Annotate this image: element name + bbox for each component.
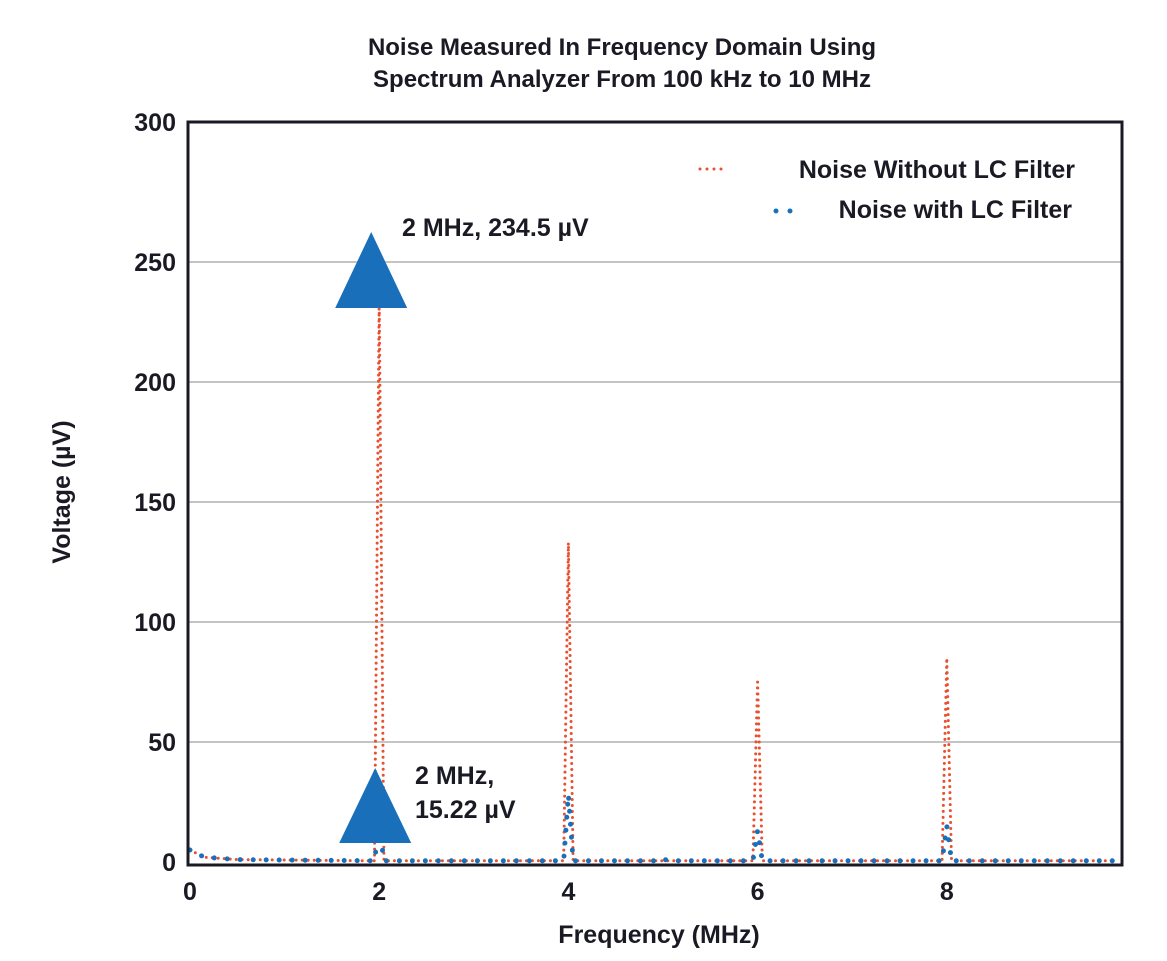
chart-title-line-1: Noise Measured In Frequency Domain Using (368, 34, 876, 61)
plot-frame (186, 120, 1124, 867)
x-tick-label: 2 (372, 878, 386, 906)
y-tick-label: 100 (134, 609, 176, 637)
y-tick-label: 150 (134, 489, 176, 517)
annotation-peak-without-filter: 2 MHz, 234.5 µV (402, 214, 589, 242)
triangle-marker-without-filter (335, 232, 408, 308)
y-tick-label: 300 (134, 109, 176, 137)
annotation-peak-with-filter-line-2: 15.22 µV (415, 796, 516, 824)
x-tick-label: 8 (940, 878, 954, 906)
y-axis-label: Voltage (µV) (48, 420, 76, 563)
y-tick-label: 50 (148, 729, 176, 757)
triangle-marker-with-filter (339, 768, 412, 843)
x-tick-label: 4 (561, 878, 575, 906)
y-tick-label: 200 (134, 369, 176, 397)
legend: Noise Without LC Filter Noise with LC Fi… (698, 156, 1075, 224)
x-tick-label: 6 (751, 878, 765, 906)
chart-title-line-2: Spectrum Analyzer From 100 kHz to 10 MHz (373, 66, 871, 93)
legend-label-with-filter: Noise with LC Filter (839, 196, 1073, 224)
series-line-with-filter (187, 794, 1120, 864)
x-tick-label: 0 (183, 878, 197, 906)
y-tick-label: 0 (162, 849, 176, 877)
x-axis-label: Frequency (MHz) (558, 921, 759, 949)
legend-label-without-filter: Noise Without LC Filter (799, 156, 1075, 184)
series-line-without-filter (188, 299, 1119, 863)
y-tick-label: 250 (134, 249, 176, 277)
annotation-peak-with-filter-line-1: 2 MHz, (415, 762, 494, 790)
